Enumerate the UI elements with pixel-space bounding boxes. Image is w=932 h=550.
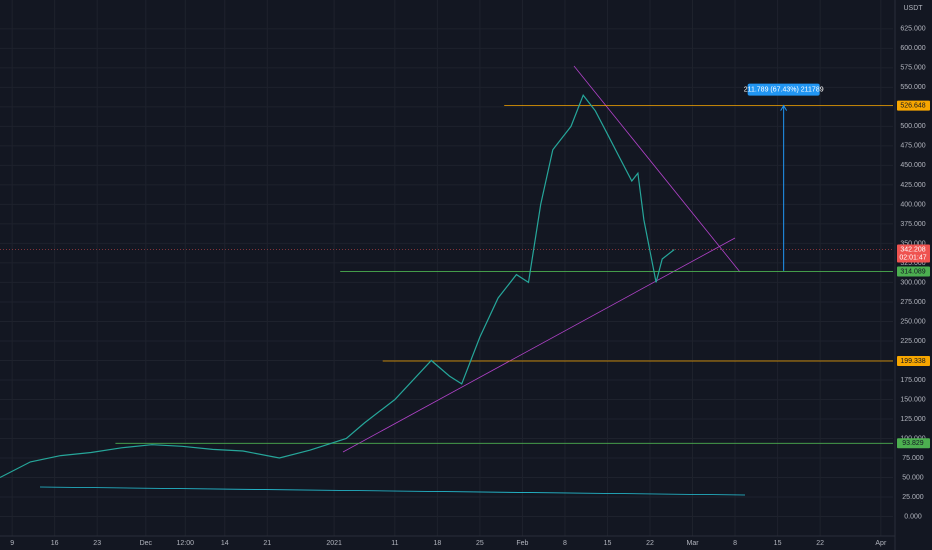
level-badge [897, 438, 930, 449]
y-tick-label: 425.000 [900, 182, 925, 189]
x-tick-label: 11 [391, 540, 398, 547]
last-price-badge [897, 244, 930, 263]
y-tick-label: 225.000 [900, 338, 925, 345]
x-tick-label: 21 [263, 540, 271, 547]
level-label: 526.648 [900, 102, 925, 109]
level-label: 314.089 [900, 268, 925, 275]
x-tick-label: Dec [140, 540, 153, 547]
y-tick-label: 625.000 [900, 26, 925, 33]
x-tick-label: 14 [221, 540, 229, 547]
level-badge [897, 100, 930, 111]
y-tick-label: 125.000 [900, 416, 925, 423]
x-tick-label: 15 [604, 540, 612, 547]
x-tick-label: Feb [516, 540, 528, 547]
y-tick-label: 375.000 [900, 221, 925, 228]
x-tick-label: 16 [51, 540, 59, 547]
measure-label: 211.789 (67.43%) 211789 [744, 86, 824, 93]
x-tick-label: 15 [774, 540, 782, 547]
y-tick-label: 475.000 [900, 143, 925, 150]
y-tick-label: 250.000 [900, 318, 925, 325]
y-tick-label: 50.000 [902, 474, 924, 481]
x-tick-label: 25 [476, 540, 484, 547]
countdown: 02:01:47 [899, 254, 926, 261]
y-tick-label: 275.000 [900, 299, 925, 306]
price-line [0, 93, 675, 479]
trend-line [342, 237, 736, 453]
y-tick-label: 175.000 [900, 377, 925, 384]
trend-line [39, 486, 746, 496]
level-label: 93.829 [902, 440, 924, 447]
y-tick-label: 450.000 [900, 162, 925, 169]
x-tick-label: 2021 [326, 540, 342, 547]
y-tick-label: 575.000 [900, 65, 925, 72]
x-tick-label: 8 [563, 540, 567, 547]
x-tick-label: 9 [10, 540, 14, 547]
y-tick-label: 0.000 [904, 513, 922, 520]
y-tick-label: 325.000 [900, 260, 925, 267]
y-tick-label: 500.000 [900, 123, 925, 130]
x-tick-label: 12:00 [177, 540, 195, 547]
y-tick-label: 25.000 [902, 494, 924, 501]
x-tick-label: 23 [93, 540, 101, 547]
x-tick-label: 22 [816, 540, 824, 547]
x-tick-label: 8 [733, 540, 737, 547]
y-tick-label: 150.000 [900, 396, 925, 403]
x-tick-label: Mar [686, 540, 699, 547]
last-price-label: 342.208 [900, 246, 925, 253]
measure-badge [747, 83, 820, 96]
trend-line [573, 65, 741, 273]
y-tick-label: 300.000 [900, 279, 925, 286]
y-tick-label: 400.000 [900, 201, 925, 208]
x-tick-label: Apr [875, 540, 887, 547]
level-badge [897, 266, 930, 277]
x-tick-label: 22 [646, 540, 654, 547]
y-tick-label: 75.000 [902, 455, 924, 462]
y-tick-label: 350.000 [900, 240, 925, 247]
y-tick-label: 600.000 [900, 45, 925, 52]
x-tick-label: 18 [433, 540, 441, 547]
currency: USDT [903, 5, 923, 12]
y-tick-label: 550.000 [900, 84, 925, 91]
measure-arrow [780, 104, 788, 111]
level-label: 199.338 [900, 358, 925, 365]
level-badge [897, 355, 930, 366]
